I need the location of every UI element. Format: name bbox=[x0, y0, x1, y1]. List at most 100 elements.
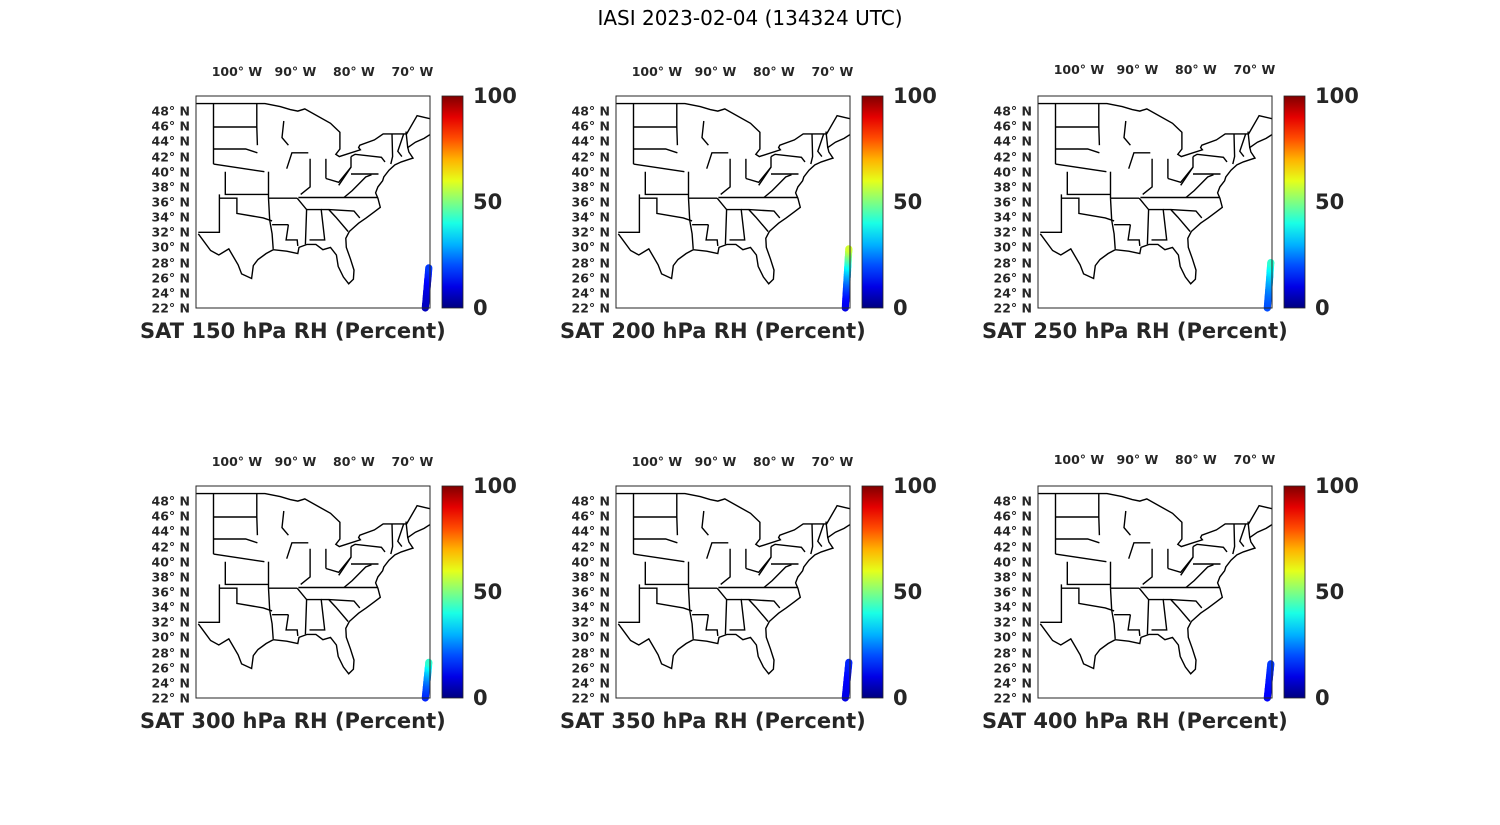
latitude-tick-label: 22° N bbox=[571, 300, 610, 316]
latitude-tick-label: 44° N bbox=[993, 523, 1032, 539]
colorbar-tick-label: 0 bbox=[473, 296, 488, 320]
swath-points bbox=[1263, 259, 1275, 312]
colorbar-tick-label: 100 bbox=[1315, 84, 1359, 108]
latitude-tick-label: 36° N bbox=[571, 584, 610, 600]
colorbar bbox=[441, 95, 464, 309]
latitude-tick-label: 24° N bbox=[993, 285, 1032, 301]
swath-point bbox=[1267, 660, 1275, 668]
latitude-tick-label: 26° N bbox=[571, 270, 610, 286]
latitude-tick-label: 40° N bbox=[993, 164, 1032, 180]
latitude-tick-label: 32° N bbox=[151, 614, 190, 630]
colorbar bbox=[861, 95, 884, 309]
latitude-tick-label: 42° N bbox=[571, 539, 610, 555]
latitude-tick-label: 24° N bbox=[151, 285, 190, 301]
latitude-tick-label: 48° N bbox=[571, 493, 610, 509]
colorbar-tick-label: 0 bbox=[893, 686, 908, 710]
map-frame bbox=[615, 485, 851, 699]
latitude-tick-label: 44° N bbox=[571, 133, 610, 149]
swath-point bbox=[845, 658, 853, 666]
longitude-tick-label: 90° W bbox=[694, 64, 737, 79]
latitude-tick-label: 42° N bbox=[993, 539, 1032, 555]
map-frame bbox=[1037, 485, 1273, 699]
colorbar-tick-label: 100 bbox=[1315, 474, 1359, 498]
longitude-tick-label: 100° W bbox=[1053, 452, 1105, 467]
swath-point bbox=[1267, 259, 1275, 267]
swath-point bbox=[845, 245, 853, 253]
colorbar bbox=[1283, 485, 1306, 699]
latitude-tick-label: 38° N bbox=[993, 569, 1032, 585]
colorbar bbox=[1283, 95, 1306, 309]
latitude-tick-label: 42° N bbox=[151, 539, 190, 555]
latitude-tick-label: 30° N bbox=[571, 629, 610, 645]
longitude-tick-label: 90° W bbox=[1116, 452, 1159, 467]
colorbar-tick-label: 0 bbox=[893, 296, 908, 320]
colorbar-tick-label: 0 bbox=[1315, 686, 1330, 710]
map-panel: 100 50 0 100° W 90° W 80° W 70° W 48° N 46° N 44°… bbox=[560, 62, 937, 362]
longitude-tick-label: 70° W bbox=[811, 64, 854, 79]
latitude-tick-label: 30° N bbox=[151, 629, 190, 645]
latitude-tick-label: 34° N bbox=[151, 209, 190, 225]
latitude-tick-label: 46° N bbox=[151, 118, 190, 134]
latitude-tick-label: 34° N bbox=[993, 209, 1032, 225]
panel-title: SAT 250 hPa RH (Percent) bbox=[982, 319, 1288, 343]
swath-point bbox=[425, 264, 433, 272]
colorbar-tick-label: 50 bbox=[893, 190, 923, 214]
map-frame bbox=[195, 95, 431, 309]
map-panel: 100 50 0 100° W 90° W 80° W 70° W 48° N 46° N 44°… bbox=[982, 62, 1359, 362]
latitude-tick-label: 26° N bbox=[993, 270, 1032, 286]
latitude-tick-label: 42° N bbox=[151, 149, 190, 165]
state-outlines bbox=[1038, 102, 1272, 285]
latitude-tick-label: 38° N bbox=[571, 569, 610, 585]
latitude-tick-label: 24° N bbox=[571, 675, 610, 691]
latitude-tick-label: 34° N bbox=[993, 599, 1032, 615]
latitude-tick-label: 28° N bbox=[993, 645, 1032, 661]
colorbar-tick-label: 50 bbox=[473, 190, 503, 214]
latitude-tick-label: 34° N bbox=[571, 209, 610, 225]
colorbar bbox=[441, 485, 464, 699]
latitude-tick-label: 32° N bbox=[151, 224, 190, 240]
state-outlines bbox=[196, 102, 430, 285]
longitude-tick-label: 80° W bbox=[333, 454, 375, 469]
longitude-tick-label: 100° W bbox=[631, 454, 683, 469]
latitude-tick-label: 28° N bbox=[151, 255, 190, 271]
colorbar-tick-label: 0 bbox=[473, 686, 488, 710]
latitude-tick-label: 44° N bbox=[571, 523, 610, 539]
longitude-tick-label: 70° W bbox=[391, 454, 434, 469]
longitude-tick-label: 90° W bbox=[694, 454, 737, 469]
state-outlines bbox=[1038, 492, 1272, 675]
latitude-tick-label: 44° N bbox=[151, 133, 190, 149]
latitude-tick-label: 36° N bbox=[571, 194, 610, 210]
latitude-tick-label: 34° N bbox=[151, 599, 190, 615]
longitude-tick-label: 80° W bbox=[333, 64, 375, 79]
longitude-tick-label: 80° W bbox=[1175, 62, 1217, 77]
latitude-tick-label: 26° N bbox=[571, 660, 610, 676]
latitude-tick-label: 44° N bbox=[993, 133, 1032, 149]
latitude-tick-label: 46° N bbox=[151, 508, 190, 524]
latitude-tick-label: 24° N bbox=[993, 675, 1032, 691]
state-outlines bbox=[196, 492, 430, 675]
state-outlines bbox=[616, 492, 850, 675]
colorbar-tick-label: 100 bbox=[473, 84, 517, 108]
latitude-tick-label: 38° N bbox=[993, 179, 1032, 195]
latitude-tick-label: 46° N bbox=[571, 118, 610, 134]
colorbar-tick-label: 100 bbox=[893, 84, 937, 108]
latitude-tick-label: 32° N bbox=[571, 614, 610, 630]
latitude-tick-label: 48° N bbox=[993, 103, 1032, 119]
latitude-tick-label: 22° N bbox=[993, 690, 1032, 706]
longitude-tick-label: 100° W bbox=[1053, 62, 1105, 77]
swath-points bbox=[421, 658, 433, 702]
latitude-tick-label: 40° N bbox=[571, 554, 610, 570]
map-frame bbox=[615, 95, 851, 309]
map-plot bbox=[615, 95, 884, 312]
longitude-tick-label: 70° W bbox=[391, 64, 434, 79]
longitude-tick-label: 80° W bbox=[753, 454, 795, 469]
latitude-tick-label: 40° N bbox=[151, 164, 190, 180]
latitude-tick-label: 48° N bbox=[993, 493, 1032, 509]
latitude-tick-label: 36° N bbox=[993, 194, 1032, 210]
latitude-tick-label: 36° N bbox=[151, 584, 190, 600]
colorbar-tick-label: 50 bbox=[1315, 580, 1345, 604]
colorbar-tick-label: 50 bbox=[1315, 190, 1345, 214]
latitude-tick-label: 42° N bbox=[993, 149, 1032, 165]
latitude-tick-label: 48° N bbox=[151, 103, 190, 119]
map-plot bbox=[615, 485, 884, 702]
